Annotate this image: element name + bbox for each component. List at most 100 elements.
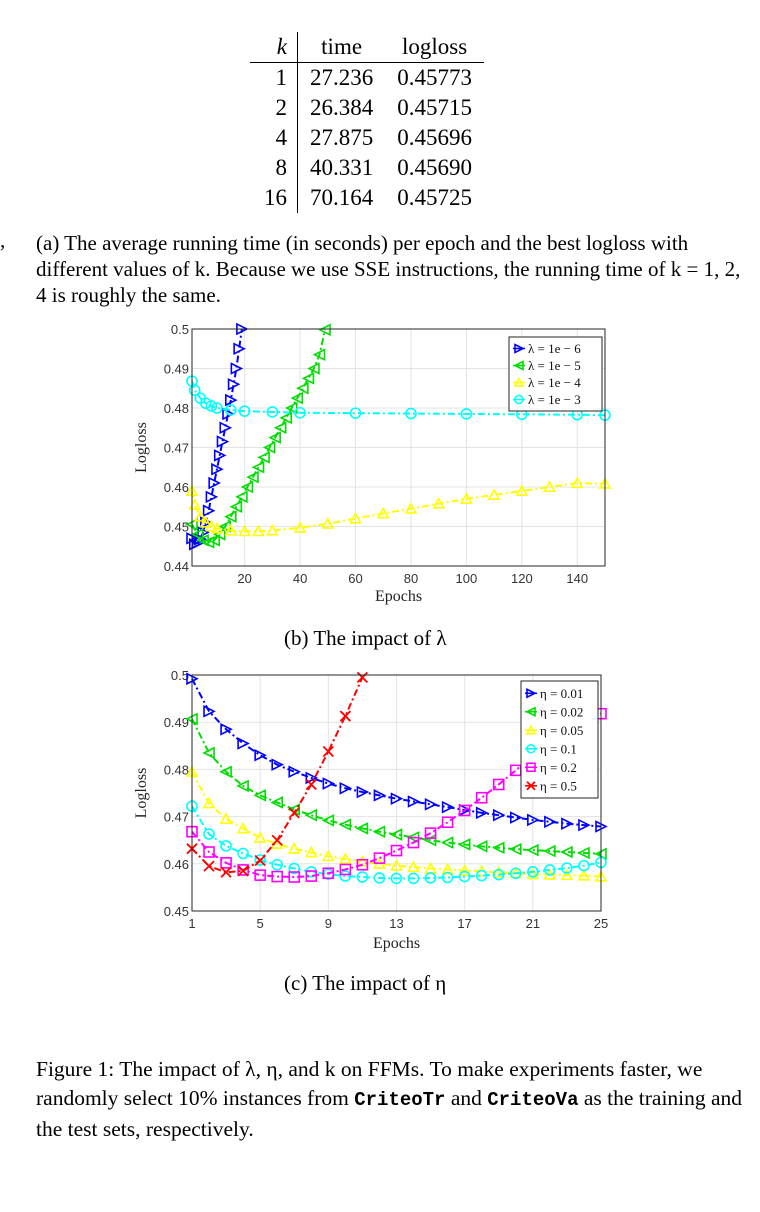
data-point [513, 360, 524, 371]
data-point [560, 868, 574, 881]
data-point [578, 818, 591, 832]
y-axis-label: Logloss [133, 768, 150, 819]
data-point [294, 406, 306, 419]
stray-comma: , [0, 228, 6, 252]
data-point [238, 524, 252, 537]
data-point [525, 724, 537, 735]
figure-caption-code-1: CriteoTr [354, 1089, 446, 1111]
data-point [288, 807, 300, 819]
data-point [271, 858, 284, 871]
data-point [229, 500, 243, 514]
data-point [190, 528, 204, 541]
data-point [205, 519, 218, 532]
data-point [254, 854, 266, 867]
data-point [200, 397, 212, 410]
data-point [570, 476, 584, 489]
data-point [271, 834, 283, 846]
x-tick-label: 21 [526, 916, 540, 931]
data-point [237, 847, 249, 860]
data-point [220, 722, 233, 736]
data-point [460, 408, 473, 420]
data-point [407, 836, 420, 849]
data-point [210, 521, 224, 534]
legend-entry: η = 0.5 [540, 778, 577, 793]
data-point [212, 528, 226, 541]
data-point [339, 710, 352, 722]
y-tick-label: 0.5 [171, 322, 189, 337]
x-tick-label: 25 [594, 916, 608, 931]
data-point [339, 863, 352, 876]
data-point [225, 404, 237, 416]
legend-box [520, 680, 599, 799]
x-axis-label: Epochs [373, 935, 420, 952]
table-header-k: k [250, 32, 298, 63]
data-point [237, 737, 250, 750]
y-tick-label: 0.48 [164, 401, 189, 416]
legend-entry: η = 0.05 [540, 723, 583, 738]
x-tick-label: 40 [293, 571, 307, 586]
data-point [407, 860, 420, 873]
data-point [270, 796, 284, 809]
data-point [322, 745, 334, 758]
data-point [257, 451, 270, 464]
data-point [356, 858, 369, 871]
data-point [376, 506, 390, 519]
data-point [543, 480, 556, 493]
data-point [288, 862, 301, 875]
data-point [203, 860, 215, 872]
data-point [355, 822, 369, 835]
data-point [440, 836, 454, 849]
table-row: 4 27.875 0.45696 [250, 123, 484, 153]
data-point [301, 372, 315, 385]
table-row: 2 26.384 0.45715 [250, 93, 484, 123]
data-point [526, 762, 536, 773]
figure-caption-text-1: Figure 1: The impact of λ, η, and k on F… [36, 1057, 703, 1110]
x-tick-label: 5 [257, 916, 264, 931]
x-tick-label: 120 [511, 571, 533, 586]
data-point [492, 868, 505, 881]
legend: λ = 1e − 6 λ = 1e − 5 λ = 1e − 4 λ = 1e − 3 [508, 336, 603, 412]
x-tick-label: 1 [188, 916, 195, 931]
y-tick-label: 0.5 [171, 668, 189, 683]
data-point [205, 490, 219, 504]
data-point [526, 743, 536, 754]
data-point [238, 405, 251, 417]
legend-entry: λ = 1e − 6 [528, 341, 581, 356]
data-point [321, 517, 335, 529]
data-point [515, 484, 529, 497]
x-tick-label: 140 [566, 571, 588, 586]
data-point [279, 411, 293, 425]
data-point [219, 765, 232, 779]
series-line [191, 482, 606, 533]
y-tick-label: 0.44 [164, 559, 189, 574]
table-cell-k: 16 [250, 183, 298, 213]
data-point [457, 838, 471, 851]
data-point [288, 765, 302, 779]
data-point [304, 808, 318, 822]
caption-b: (b) The impact of λ [284, 626, 447, 650]
data-point [213, 449, 227, 462]
data-point [271, 758, 284, 771]
data-point [321, 849, 335, 862]
data-point [424, 798, 438, 811]
data-point [458, 863, 472, 876]
data-point [266, 523, 279, 536]
data-point [273, 421, 287, 435]
data-point [339, 781, 353, 795]
figure-caption-text-2: and [445, 1086, 488, 1110]
data-point [305, 771, 319, 785]
data-point [252, 524, 265, 537]
legend-entry: η = 0.02 [540, 704, 583, 719]
data-point [211, 462, 224, 476]
data-point [474, 840, 488, 853]
data-point [240, 480, 254, 494]
data-point [441, 871, 454, 884]
data-point [237, 864, 249, 876]
data-point [475, 791, 488, 804]
data-point [458, 870, 471, 883]
data-point [441, 800, 455, 814]
data-point [207, 534, 220, 547]
data-point [424, 872, 437, 884]
data-point [390, 844, 403, 857]
